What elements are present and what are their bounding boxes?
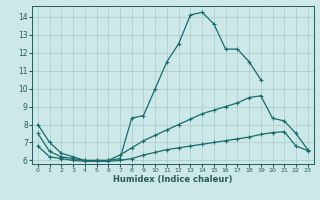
X-axis label: Humidex (Indice chaleur): Humidex (Indice chaleur) [113, 175, 233, 184]
